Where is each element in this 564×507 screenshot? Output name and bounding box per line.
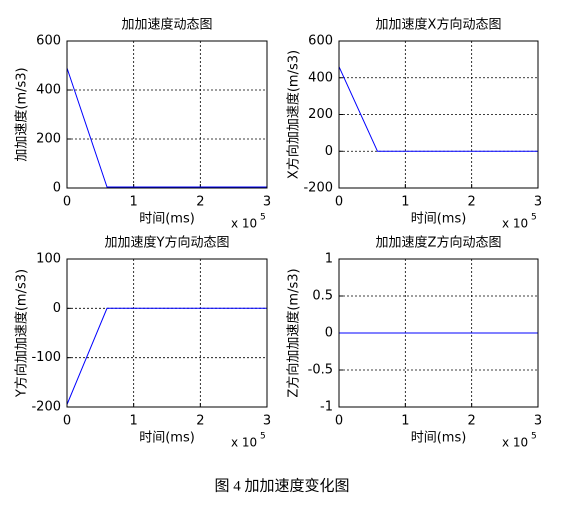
x-tick-label: 3 <box>534 414 542 429</box>
chart-title: 加加速度动态图 <box>121 17 212 33</box>
y-tick-label: 400 <box>308 70 333 85</box>
y-tick-label: 0.5 <box>312 289 333 304</box>
x-scale-base: x 10 <box>502 217 528 231</box>
data-line <box>338 66 538 152</box>
figure-caption: 图 4 加加速度变化图 <box>214 477 349 494</box>
x-tick-label: 3 <box>263 414 271 429</box>
y-tick-label: 200 <box>36 132 61 147</box>
x-tick-label: 0 <box>335 414 343 429</box>
axes-box <box>66 258 268 408</box>
y-axis-label: Z方向加加速度(m/s3) <box>286 268 302 397</box>
y-tick-label: 400 <box>36 83 61 98</box>
x-scale-power: 5 <box>531 213 537 223</box>
x-axis-label: 时间(ms) <box>139 431 195 446</box>
x-tick-label: 2 <box>196 195 204 210</box>
y-tick-label: -200 <box>303 181 333 196</box>
x-tick-label: 1 <box>130 195 138 210</box>
x-scale-power: 5 <box>260 432 266 442</box>
x-scale-base: x 10 <box>231 217 257 231</box>
chart-title: 加加速度Y方向动态图 <box>105 235 230 251</box>
y-tick-label: 0 <box>53 181 61 196</box>
x-axis-label: 时间(ms) <box>411 212 467 227</box>
x-tick-label: 2 <box>468 414 476 429</box>
y-tick-label: 600 <box>308 34 333 49</box>
y-tick-label: -200 <box>31 400 61 415</box>
y-tick-label: 0 <box>325 326 333 341</box>
x-tick-label: 2 <box>468 195 476 210</box>
x-tick-label: 1 <box>401 195 409 210</box>
axes-box <box>338 258 539 408</box>
y-tick-label: -100 <box>31 350 61 365</box>
x-tick-label: 0 <box>63 195 71 210</box>
y-axis-label: Y方向加加速度(m/s3) <box>14 269 30 398</box>
x-scale-power: 5 <box>260 213 266 223</box>
y-axis-label: X方向加加速度(m/s3) <box>286 50 302 179</box>
y-axis-label: 加加速度(m/s3) <box>14 67 30 161</box>
chart-title: 加加速度X方向动态图 <box>376 17 502 33</box>
y-tick-label: 600 <box>36 34 61 49</box>
data-line <box>66 67 267 188</box>
y-tick-label: 0 <box>53 301 61 316</box>
x-tick-label: 3 <box>534 195 542 210</box>
chart-title: 加加速度Z方向动态图 <box>376 235 502 251</box>
data-line <box>66 307 267 405</box>
y-tick-label: 100 <box>36 252 61 267</box>
y-tick-label: 1 <box>325 252 333 267</box>
x-tick-label: 1 <box>130 414 138 429</box>
y-tick-label: -0.5 <box>308 363 333 378</box>
x-tick-label: 1 <box>401 414 409 429</box>
axes-box <box>66 40 268 189</box>
x-tick-label: 2 <box>196 414 204 429</box>
x-tick-label: 3 <box>263 195 271 210</box>
x-scale-power: 5 <box>531 432 537 442</box>
x-axis-label: 时间(ms) <box>139 212 195 227</box>
x-scale-base: x 10 <box>502 436 528 450</box>
axes-box <box>338 40 539 189</box>
y-tick-label: 200 <box>308 107 333 122</box>
x-axis-label: 时间(ms) <box>411 431 467 446</box>
x-tick-label: 0 <box>335 195 343 210</box>
x-scale-base: x 10 <box>231 436 257 450</box>
x-tick-label: 0 <box>63 414 71 429</box>
y-tick-label: 0 <box>325 144 333 159</box>
y-tick-label: -1 <box>320 400 333 415</box>
